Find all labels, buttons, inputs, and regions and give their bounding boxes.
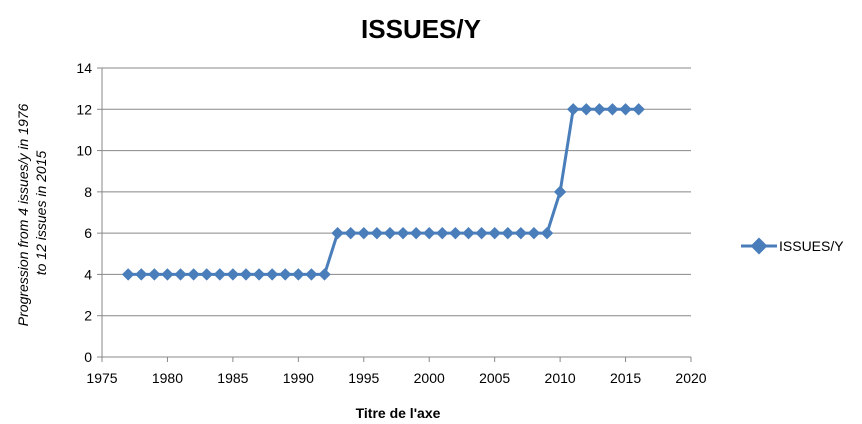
x-tick-label: 2005 — [479, 370, 510, 386]
data-point — [553, 185, 567, 199]
x-tick-labels: 1975 1980 1985 1990 1995 2000 2005 2010 2015 2020 — [86, 370, 706, 386]
y-tick-label: 4 — [84, 266, 92, 282]
x-tick-label: 1980 — [152, 370, 183, 386]
legend-marker — [750, 237, 768, 255]
x-tick-label: 1995 — [348, 370, 379, 386]
y-tick-label: 0 — [84, 349, 92, 365]
y-tick-label: 14 — [76, 60, 92, 76]
data-point — [593, 103, 606, 116]
data-point — [174, 268, 187, 281]
y-tick-label: 8 — [84, 184, 92, 200]
y-tick-label: 12 — [76, 101, 92, 117]
x-tick-label: 1985 — [217, 370, 248, 386]
legend: ISSUES/Y — [741, 237, 844, 255]
x-tick-label: 2020 — [675, 370, 706, 386]
data-point — [213, 268, 226, 281]
data-point — [449, 226, 462, 240]
data-point — [475, 226, 488, 240]
data-point — [357, 226, 370, 240]
series-group — [121, 103, 645, 281]
data-point — [632, 103, 645, 116]
data-point — [305, 268, 318, 281]
data-point — [292, 268, 305, 281]
data-point — [318, 268, 331, 281]
data-point — [331, 226, 344, 240]
data-point — [462, 226, 475, 240]
data-point — [135, 268, 148, 281]
y-tick-labels: 0 2 4 6 8 10 12 14 — [76, 60, 92, 365]
data-point — [187, 268, 200, 281]
legend-label: ISSUES/Y — [779, 238, 844, 254]
data-point — [161, 268, 174, 281]
x-tick-label: 2010 — [545, 370, 576, 386]
x-tick-label: 2015 — [610, 370, 641, 386]
data-point — [514, 226, 528, 240]
data-point — [436, 226, 449, 240]
data-point — [409, 226, 423, 240]
data-point — [200, 268, 213, 281]
y-axis-label-line-1: Progression from 4 issues/y in 1976 — [15, 103, 31, 326]
axes — [101, 68, 692, 362]
data-point — [148, 268, 161, 281]
data-point — [252, 268, 266, 281]
x-axis-label: Titre de l'axe — [356, 405, 441, 421]
data-point — [239, 268, 253, 281]
data-point — [501, 226, 514, 240]
y-tick-label: 6 — [84, 225, 92, 241]
y-tick-label: 10 — [76, 143, 92, 159]
data-point — [121, 268, 135, 281]
data-point — [580, 103, 593, 116]
x-tick-label: 1975 — [86, 370, 117, 386]
data-point — [619, 103, 632, 116]
y-axis-label: Progression from 4 issues/y in 1976 to 1… — [15, 100, 49, 326]
series-line-0 — [128, 107, 639, 276]
data-point — [383, 226, 397, 240]
chart-title: ISSUES/Y — [361, 14, 481, 44]
data-point — [567, 103, 580, 116]
y-axis-label-line-2: to 12 issues in 2015 — [33, 151, 49, 276]
y-tick-label: 2 — [84, 308, 92, 324]
data-point — [527, 226, 541, 240]
data-point — [226, 268, 240, 281]
data-point — [488, 226, 501, 240]
data-point — [423, 226, 436, 240]
data-point — [370, 226, 384, 240]
data-point — [344, 226, 357, 240]
x-tick-label: 2000 — [414, 370, 445, 386]
data-point — [265, 268, 279, 281]
data-point — [279, 268, 292, 281]
x-tick-label: 1990 — [283, 370, 314, 386]
data-point — [540, 226, 554, 240]
data-point — [396, 226, 410, 240]
data-point — [606, 103, 619, 116]
